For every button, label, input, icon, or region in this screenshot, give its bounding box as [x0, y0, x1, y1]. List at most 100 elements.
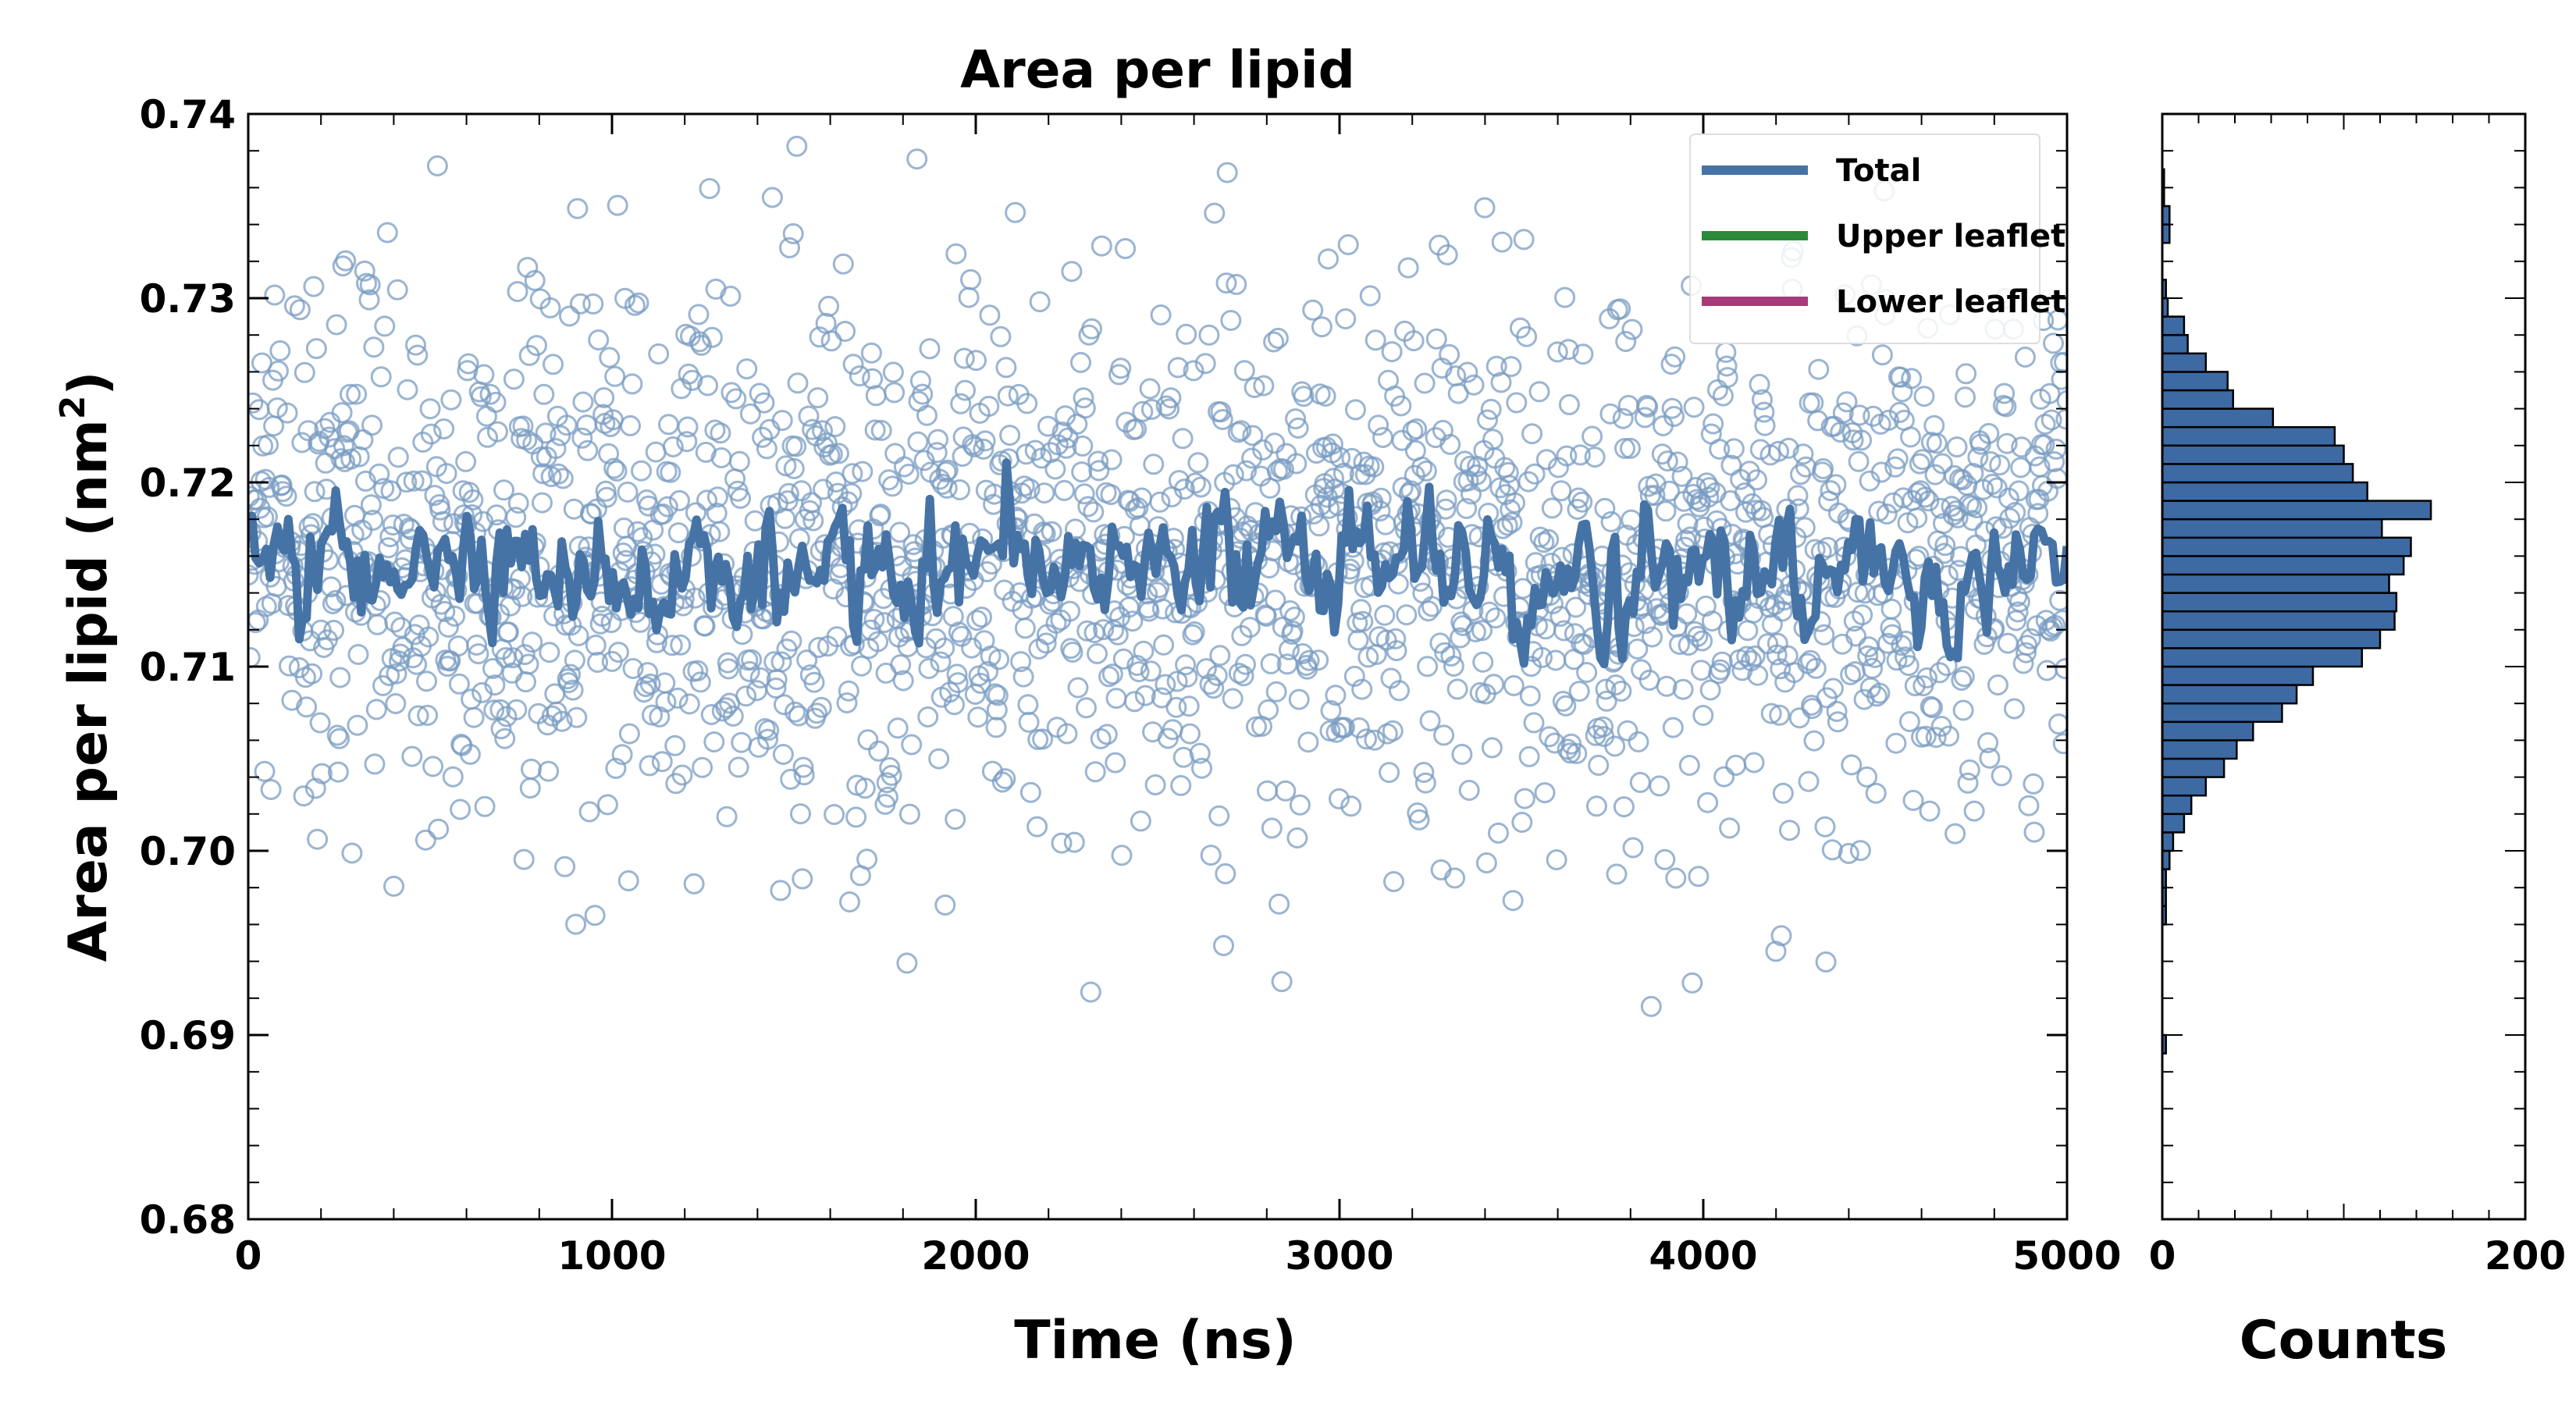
scatter-point [1071, 461, 1093, 483]
scatter-point [937, 459, 959, 481]
scatter-point [564, 649, 585, 671]
scatter-point [1440, 646, 1462, 667]
scatter-point [1016, 443, 1037, 465]
scatter-point [433, 418, 455, 439]
scatter-point [1637, 397, 1659, 418]
histogram-bar [2161, 463, 2354, 484]
scatter-point [898, 464, 920, 485]
scatter-point [1183, 360, 1204, 382]
scatter-point [671, 764, 693, 786]
scatter-point [1821, 839, 1843, 861]
scatter-point [966, 350, 987, 372]
histogram-bar [2161, 702, 2283, 724]
scatter-point [593, 387, 615, 408]
scatter-point [432, 510, 454, 532]
scatter-point [1901, 368, 1923, 389]
scatter-point [901, 734, 923, 756]
scatter-point [1891, 635, 1912, 656]
scatter-point [699, 178, 720, 200]
scatter-point [1439, 433, 1461, 455]
scatter-point [305, 338, 327, 360]
scatter-point [1311, 316, 1332, 338]
scatter-point [2047, 309, 2067, 331]
main-axis-ticks: 0 1000 2000 3000 4000 5000 0.68 0.69 0.70 0.71 0.7… [140, 92, 2122, 1279]
scatter-point [251, 352, 272, 374]
scatter-point [1353, 451, 1375, 473]
scatter-point [696, 489, 717, 511]
scatter-point [1620, 437, 1641, 459]
scatter-point [567, 197, 589, 219]
scatter-point [1572, 343, 1594, 365]
scatter-point [1446, 678, 1468, 700]
scatter-point [1209, 645, 1231, 667]
scatter-point [617, 481, 639, 503]
scatter-point [466, 635, 488, 656]
scatter-point [1496, 514, 1518, 536]
x-tick-label: 1000 [557, 1233, 666, 1279]
scatter-point [774, 694, 795, 716]
histogram-bar [2161, 500, 2432, 521]
scatter-point [1989, 454, 2011, 476]
scatter-point [1477, 409, 1498, 431]
scatter-point [1794, 517, 1816, 539]
scatter-point [1606, 863, 1628, 885]
scatter-point [386, 279, 408, 301]
scatter-point [365, 699, 387, 720]
scatter-point [1760, 702, 1782, 724]
scatter-point [703, 731, 725, 752]
scatter-point [1667, 451, 1688, 473]
scatter-point [380, 480, 402, 502]
scatter-point [1019, 781, 1041, 803]
scatter-point [701, 326, 723, 348]
scatter-point [551, 710, 573, 732]
scatter-point [1946, 436, 1968, 458]
scatter-point [1613, 796, 1635, 818]
scatter-point [2023, 773, 2044, 795]
scatter-point [1452, 615, 1474, 636]
scatter-point [1061, 261, 1083, 283]
scatter-point [1808, 358, 1830, 380]
scatter-point [571, 427, 593, 449]
scatter-point [902, 534, 924, 556]
scatter-point [559, 305, 580, 327]
scatter-point [1952, 469, 1973, 491]
scatter-point [1436, 489, 1457, 511]
histogram-bar [2161, 555, 2405, 576]
scatter-point [1862, 657, 1884, 679]
scatter-point [1585, 795, 1607, 817]
scatter-point [1151, 598, 1173, 620]
scatter-point [882, 361, 904, 383]
scatter-point [2008, 480, 2030, 502]
scatter-point [949, 479, 970, 500]
scatter-point [1470, 471, 1492, 493]
histogram-bar [2161, 720, 2254, 742]
scatter-point [2003, 698, 2025, 720]
scatter-point [1916, 667, 1937, 688]
scatter-point [1045, 612, 1067, 634]
scatter-point [1501, 511, 1523, 533]
scatter-point [1210, 401, 1232, 423]
scatter-point [411, 470, 433, 492]
scatter-point [860, 342, 882, 364]
scatter-point [271, 474, 293, 496]
scatter-point [692, 756, 713, 778]
scatter-point [1567, 487, 1589, 509]
scatter-point [1267, 327, 1289, 349]
scatter-point [1087, 643, 1108, 664]
scatter-point [1822, 678, 1844, 699]
scatter-point [1552, 691, 1574, 712]
scatter-point [1387, 573, 1409, 595]
scatter-point [535, 422, 557, 444]
scatter-point [1165, 696, 1187, 718]
histogram-bar [2161, 831, 2175, 852]
scatter-point [1605, 674, 1627, 695]
scatter-point [354, 260, 375, 282]
y-tick-label: 0.71 [140, 645, 236, 690]
scatter-point [1753, 401, 1775, 423]
scatter-point [1101, 449, 1123, 471]
scatter-point [812, 420, 833, 442]
scatter-point [1521, 423, 1543, 445]
scatter-point [1226, 273, 1247, 295]
scatter-point [765, 678, 787, 699]
scatter-point [1179, 723, 1201, 745]
